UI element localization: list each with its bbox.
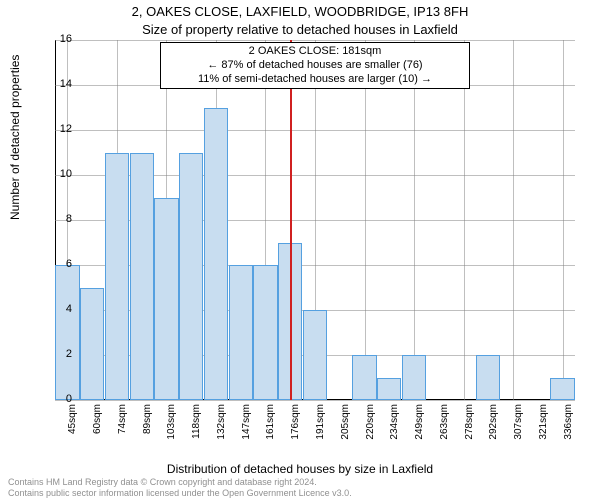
- x-tick-label: 74sqm: [117, 404, 128, 444]
- x-axis-label: Distribution of detached houses by size …: [0, 462, 600, 476]
- y-tick-label: 6: [52, 258, 72, 270]
- histogram-bar: [352, 355, 376, 400]
- info-line-3: 11% of semi-detached houses are larger (…: [165, 73, 465, 87]
- histogram-bar: [253, 265, 277, 400]
- y-axis-label: Number of detached properties: [8, 55, 22, 220]
- x-tick-label: 45sqm: [67, 404, 78, 444]
- gridline-v: [464, 40, 465, 400]
- histogram-bar: [55, 265, 79, 400]
- y-tick-label: 10: [52, 168, 72, 180]
- x-tick-label: 132sqm: [216, 404, 227, 444]
- x-tick-label: 263sqm: [439, 404, 450, 444]
- histogram-bar: [154, 198, 178, 401]
- attribution-text: Contains HM Land Registry data © Crown c…: [8, 477, 592, 498]
- info-box: 2 OAKES CLOSE: 181sqm ← 87% of detached …: [160, 42, 470, 89]
- x-tick-label: 249sqm: [414, 404, 425, 444]
- gridline-v: [365, 40, 366, 400]
- info-line-2: ← 87% of detached houses are smaller (76…: [165, 59, 465, 73]
- x-tick-label: 161sqm: [265, 404, 276, 444]
- attribution-line-1: Contains HM Land Registry data © Crown c…: [8, 477, 592, 487]
- plot-area: [55, 40, 575, 400]
- x-tick-label: 292sqm: [488, 404, 499, 444]
- gridline-v: [563, 40, 564, 400]
- histogram-bar: [204, 108, 228, 401]
- histogram-bar: [105, 153, 129, 401]
- y-tick-label: 14: [52, 78, 72, 90]
- chart-title-desc: Size of property relative to detached ho…: [0, 22, 600, 37]
- y-tick-label: 2: [52, 348, 72, 360]
- x-tick-label: 336sqm: [563, 404, 574, 444]
- histogram-bar: [80, 288, 104, 401]
- x-tick-label: 89sqm: [142, 404, 153, 444]
- histogram-bar: [550, 378, 574, 401]
- histogram-bar: [179, 153, 203, 401]
- x-tick-label: 234sqm: [389, 404, 400, 444]
- x-tick-label: 307sqm: [513, 404, 524, 444]
- y-tick-label: 8: [52, 213, 72, 225]
- x-tick-label: 60sqm: [92, 404, 103, 444]
- chart-title-address: 2, OAKES CLOSE, LAXFIELD, WOODBRIDGE, IP…: [0, 4, 600, 19]
- x-tick-label: 321sqm: [538, 404, 549, 444]
- histogram-bar: [130, 153, 154, 401]
- x-tick-label: 118sqm: [191, 404, 202, 444]
- x-tick-label: 278sqm: [464, 404, 475, 444]
- x-tick-label: 220sqm: [365, 404, 376, 444]
- gridline-v: [513, 40, 514, 400]
- histogram-bar: [377, 378, 401, 401]
- x-tick-label: 191sqm: [315, 404, 326, 444]
- attribution-line-2: Contains public sector information licen…: [8, 488, 592, 498]
- x-tick-label: 147sqm: [241, 404, 252, 444]
- histogram-bar: [402, 355, 426, 400]
- x-tick-label: 103sqm: [166, 404, 177, 444]
- histogram-bar: [476, 355, 500, 400]
- gridline-h: [55, 400, 575, 401]
- x-tick-label: 205sqm: [340, 404, 351, 444]
- histogram-bar: [229, 265, 253, 400]
- y-tick-label: 12: [52, 123, 72, 135]
- info-line-1: 2 OAKES CLOSE: 181sqm: [165, 45, 465, 59]
- x-tick-label: 176sqm: [290, 404, 301, 444]
- y-tick-label: 4: [52, 303, 72, 315]
- y-tick-label: 16: [52, 33, 72, 45]
- chart-container: 2, OAKES CLOSE, LAXFIELD, WOODBRIDGE, IP…: [0, 0, 600, 500]
- marker-line: [290, 40, 292, 400]
- histogram-bar: [303, 310, 327, 400]
- gridline-v: [414, 40, 415, 400]
